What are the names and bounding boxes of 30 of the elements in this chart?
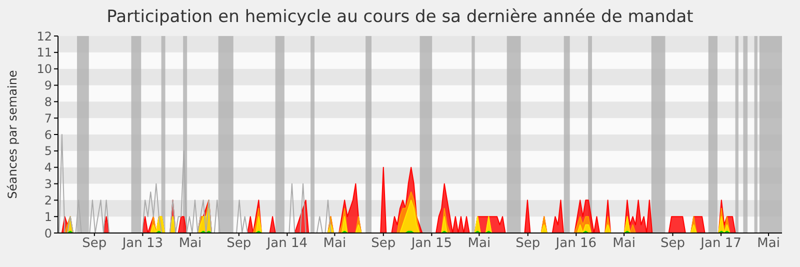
x-tick-label: Mai xyxy=(178,236,202,252)
x-tick-label: Sep xyxy=(82,236,107,252)
y-tick-label: 5 xyxy=(44,144,52,158)
x-tick-label: Mai xyxy=(468,236,491,252)
y-tick-label: 4 xyxy=(44,160,52,175)
x-tick-label: Sep xyxy=(371,236,396,252)
x-tick-label: Jan 13 xyxy=(121,236,164,252)
y-tick-label: 12 xyxy=(36,29,52,44)
x-tick-label: Mai xyxy=(612,236,636,252)
chart-title: Participation en hemicycle au cours de sa dernière année de mandat xyxy=(106,7,694,27)
y-tick-label: 7 xyxy=(44,111,52,126)
y-tick-label: 10 xyxy=(36,62,52,76)
x-tick-label: Jan 15 xyxy=(410,236,452,252)
x-tick-label: Mai xyxy=(323,236,346,252)
x-tick-label: Jan 14 xyxy=(266,236,308,252)
y-tick-label: 6 xyxy=(44,128,52,142)
y-tick-label: 2 xyxy=(44,193,52,208)
x-tick-label: Jan 16 xyxy=(554,236,597,252)
y-tick-label: 0 xyxy=(44,226,52,240)
y-tick-label: 8 xyxy=(44,94,52,109)
y-tick-label: 3 xyxy=(44,177,52,192)
x-tick-label: Sep xyxy=(660,236,686,252)
y-axis-title: Séances par semaine xyxy=(5,70,20,199)
x-tick-label: Sep xyxy=(226,236,252,252)
x-tick-label: Jan 17 xyxy=(700,236,742,252)
y-tick-label: 9 xyxy=(44,78,52,93)
x-tick-label: Sep xyxy=(516,236,540,252)
x-tick-label: Mai xyxy=(757,236,780,252)
y-tick-label: 11 xyxy=(36,46,52,60)
y-tick-label: 1 xyxy=(44,210,52,224)
